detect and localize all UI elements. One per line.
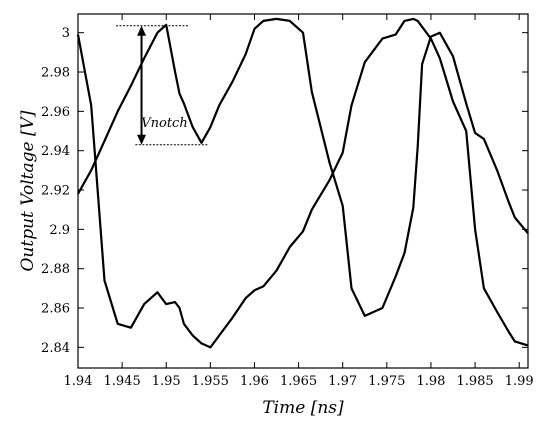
series-line-1 bbox=[77, 17, 529, 317]
x-axis-title: Time [ns] bbox=[262, 398, 344, 418]
x-tick-label: 1.95 bbox=[152, 374, 181, 389]
y-tick-label: 3 bbox=[62, 26, 70, 41]
annotation-label: Vnotch bbox=[141, 116, 187, 131]
y-tick-label: 2.9 bbox=[49, 223, 70, 238]
y-tick-label: 2.96 bbox=[41, 105, 70, 120]
x-tick-label: 1.965 bbox=[280, 374, 317, 389]
plot-frame bbox=[77, 13, 529, 369]
x-tick-label: 1.945 bbox=[104, 374, 141, 389]
x-tick-label: 1.98 bbox=[416, 374, 445, 389]
series-group bbox=[76, 17, 529, 349]
y-axis-ticks: 2.84 2.86 2.88 2.9 2.92 2.94 2.96 2.98 3 bbox=[41, 26, 528, 356]
x-tick-label: 1.99 bbox=[505, 374, 534, 389]
x-tick-label: 1.955 bbox=[192, 374, 229, 389]
y-tick-label: 2.94 bbox=[41, 144, 70, 159]
x-tick-label: 1.96 bbox=[240, 374, 269, 389]
notch-arrow-head-down bbox=[137, 134, 147, 145]
x-tick-label: 1.94 bbox=[64, 374, 93, 389]
x-tick-label: 1.985 bbox=[456, 374, 493, 389]
x-tick-label: 1.975 bbox=[368, 374, 405, 389]
x-axis-ticks: 1.94 1.945 1.95 1.955 1.96 1.965 1.97 1.975 1.98… bbox=[64, 14, 534, 389]
y-axis-title: Output Voltage [V] bbox=[18, 110, 38, 271]
annotation-group: Vnotch bbox=[115, 25, 208, 146]
x-tick-label: 1.97 bbox=[328, 374, 357, 389]
y-tick-label: 2.92 bbox=[41, 184, 70, 199]
notch-arrow-head-up bbox=[137, 25, 147, 36]
y-tick-label: 2.88 bbox=[41, 262, 70, 277]
y-tick-label: 2.98 bbox=[41, 66, 70, 81]
y-tick-label: 2.86 bbox=[41, 302, 70, 317]
y-tick-label: 2.84 bbox=[41, 341, 70, 356]
series-line-2 bbox=[76, 17, 529, 349]
